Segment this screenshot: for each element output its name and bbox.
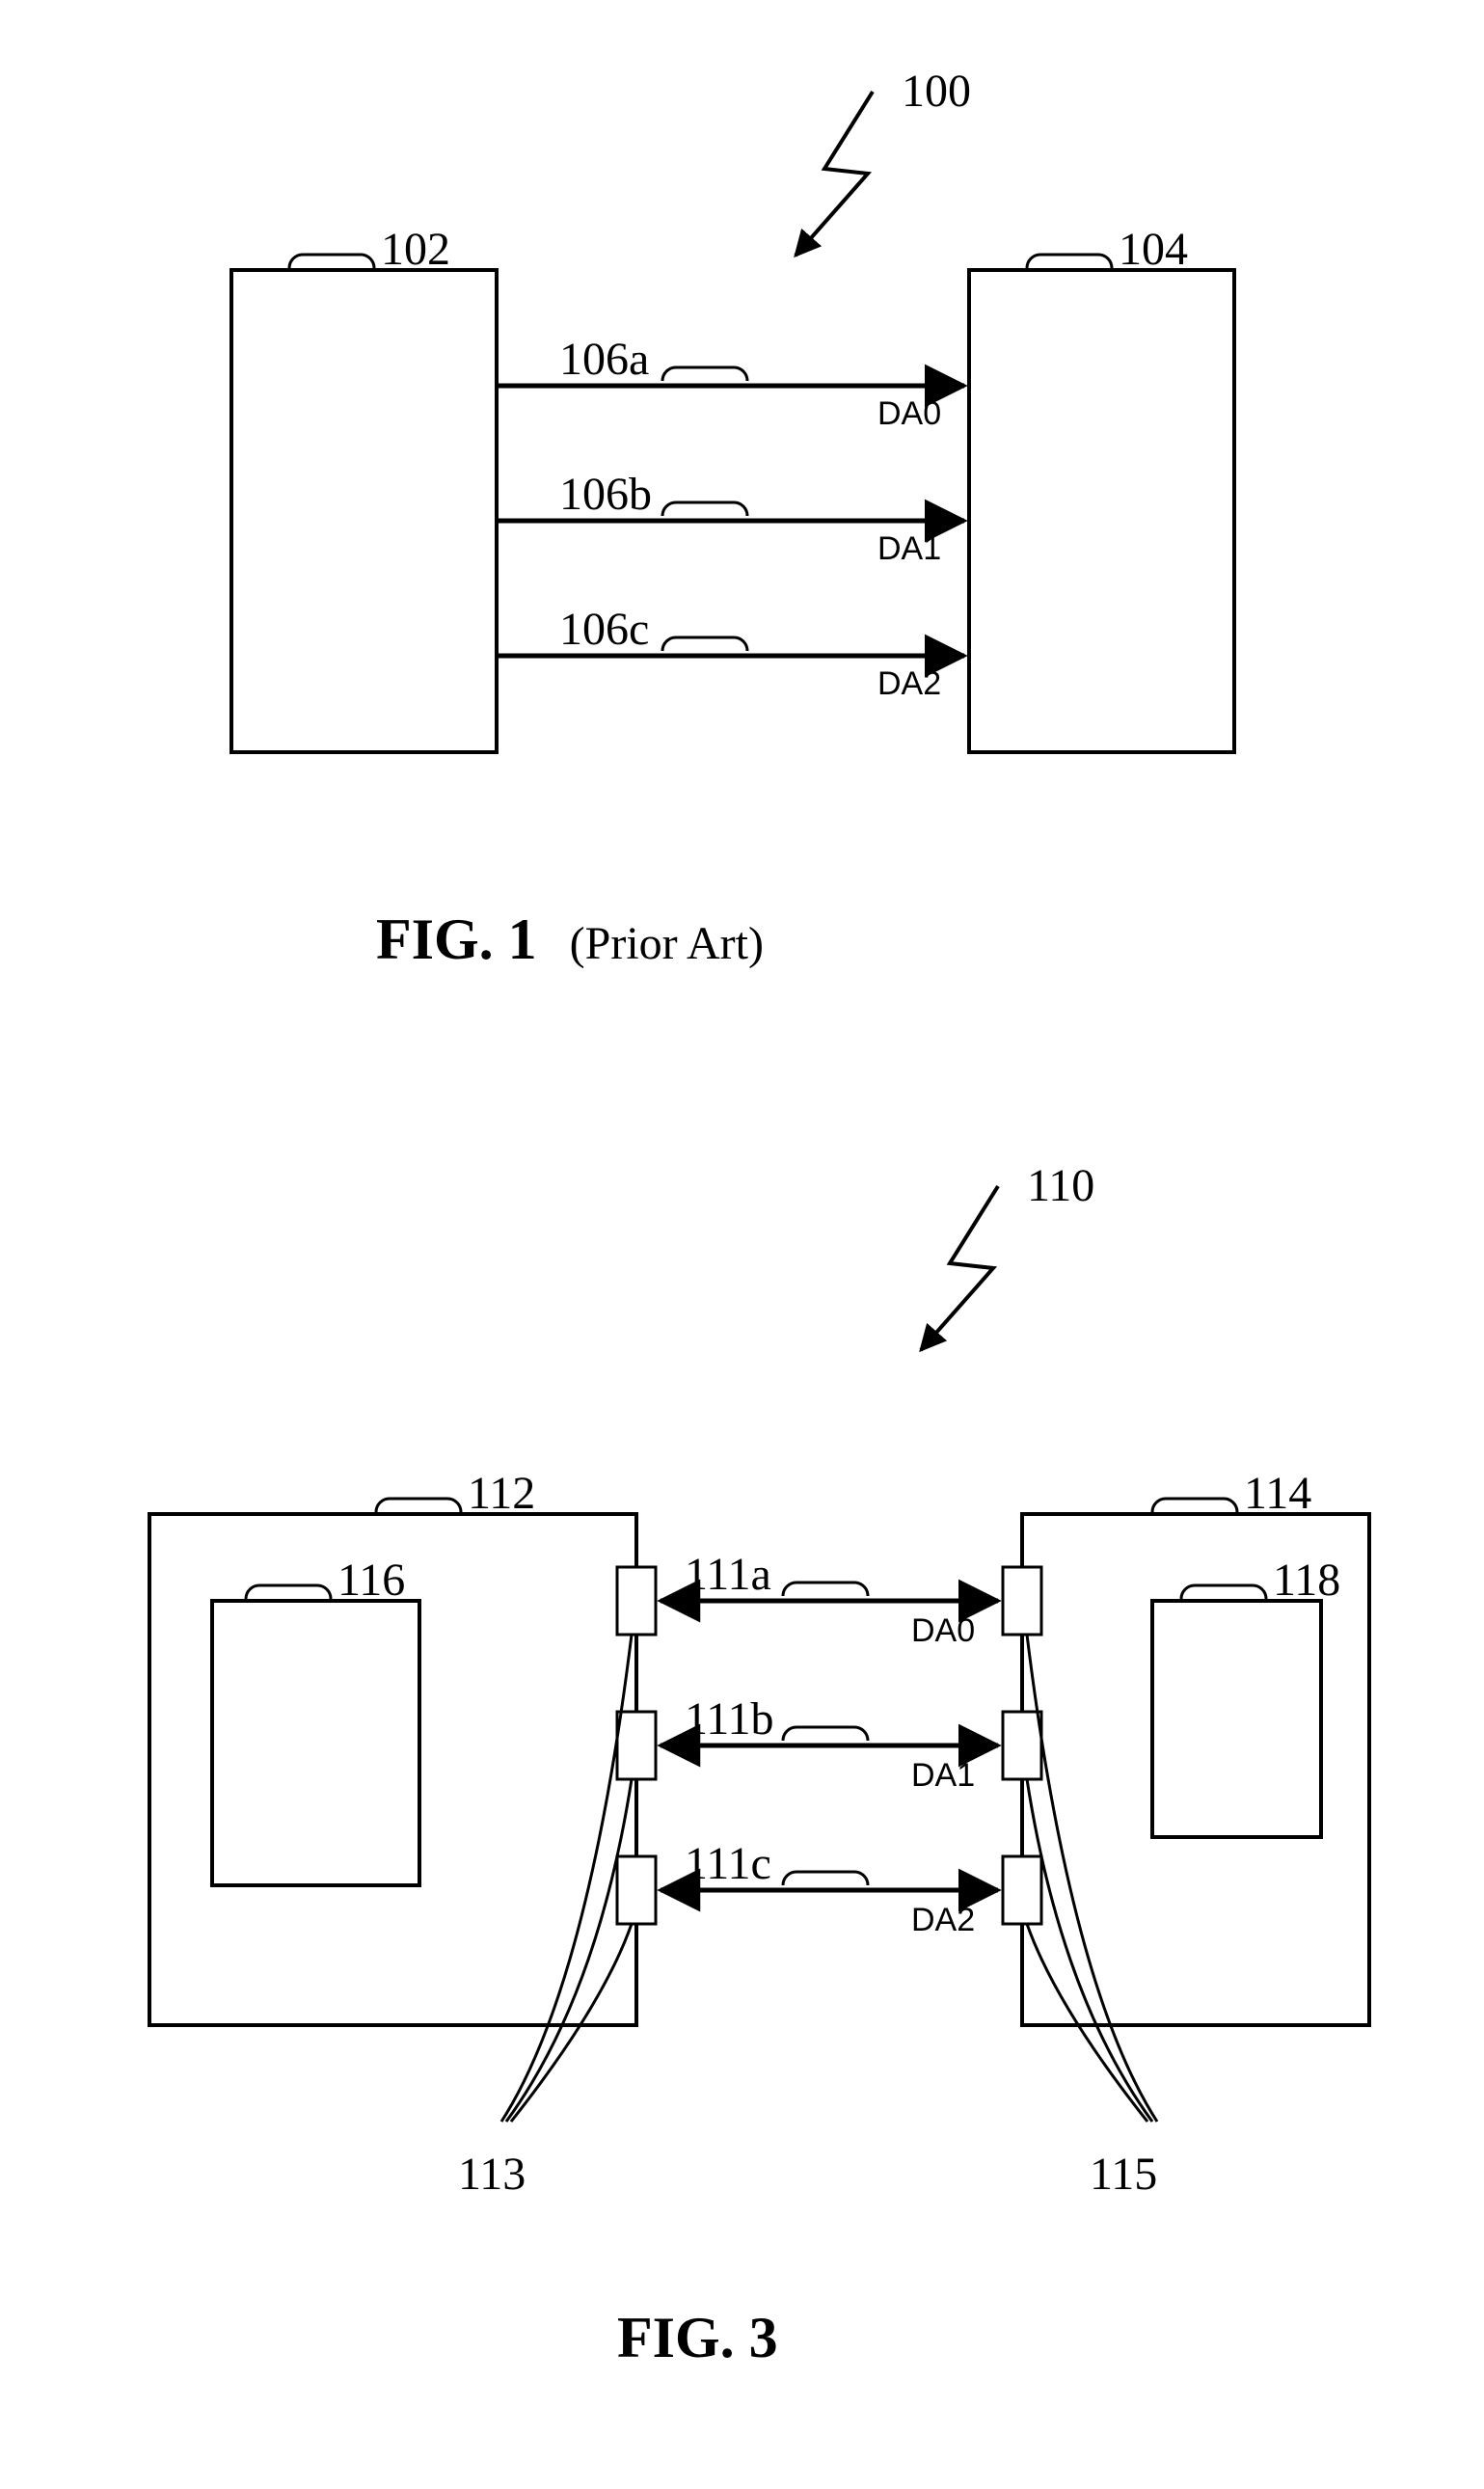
ref-111a: 111a (685, 1549, 771, 1600)
ref-113: 113 (458, 2149, 526, 2200)
signal-da2-fig3: DA2 (911, 1902, 975, 1938)
fig3-right-inner (1152, 1601, 1321, 1837)
port-left-0 (617, 1567, 656, 1635)
ref-106b: 106b (559, 469, 652, 520)
ref-bracket-111a (783, 1583, 868, 1596)
signal-da0-fig3: DA0 (911, 1612, 975, 1649)
fig1-right-box (969, 270, 1234, 752)
ref-118: 118 (1273, 1555, 1340, 1606)
signal-da1-fig3: DA1 (911, 1757, 975, 1794)
ref-112: 112 (468, 1468, 535, 1519)
ref-bracket-106c (662, 637, 747, 651)
ref-100: 100 (902, 66, 971, 117)
signal-da1-fig1: DA1 (877, 530, 941, 567)
fig1-caption-sub: (Prior Art) (570, 918, 764, 969)
fig1-left-box (231, 270, 497, 752)
page-root: 102 104 100 106a DA0 106b DA1 106c DA2 1… (0, 0, 1484, 2489)
port-right-0 (1003, 1567, 1041, 1635)
ref-bracket-114 (1152, 1499, 1237, 1512)
ref-bracket-106a (662, 367, 747, 381)
ref-111b: 111b (685, 1693, 773, 1745)
signal-da0-fig1: DA0 (877, 395, 941, 432)
fig3-zigzag (921, 1186, 998, 1350)
leader-115-b (1027, 1779, 1152, 2122)
fig3-caption: FIG. 3 (617, 2305, 778, 2371)
ref-116: 116 (337, 1555, 405, 1606)
ref-111c: 111c (685, 1838, 771, 1889)
fig3-left-inner (212, 1601, 419, 1885)
ref-bracket-106b (662, 502, 747, 516)
port-left-1 (617, 1712, 656, 1779)
ref-bracket-116 (246, 1585, 331, 1599)
ref-114: 114 (1244, 1468, 1311, 1519)
ref-bracket-118 (1181, 1585, 1266, 1599)
port-right-1 (1003, 1712, 1041, 1779)
port-left-2 (617, 1856, 656, 1924)
ref-104: 104 (1119, 224, 1188, 275)
ref-bracket-102 (289, 255, 374, 268)
ref-bracket-111b (783, 1727, 868, 1741)
ref-bracket-104 (1027, 255, 1112, 268)
leader-113-b (506, 1779, 632, 2122)
ref-102: 102 (381, 224, 450, 275)
signal-da2-fig1: DA2 (877, 665, 941, 702)
ref-bracket-111c (783, 1872, 868, 1885)
ref-110: 110 (1027, 1160, 1094, 1211)
ref-115: 115 (1090, 2149, 1157, 2200)
ref-bracket-112 (376, 1499, 461, 1512)
fig1-zigzag (796, 92, 873, 256)
ref-106c: 106c (559, 604, 649, 655)
fig1-caption-main: FIG. 1 (376, 907, 537, 971)
fig3-caption-main: FIG. 3 (617, 2306, 778, 2369)
diagram-svg: 102 104 100 106a DA0 106b DA1 106c DA2 1… (0, 0, 1484, 2489)
fig1-caption: FIG. 1 (Prior Art) (376, 906, 764, 973)
ref-106a: 106a (559, 334, 649, 385)
port-right-2 (1003, 1856, 1041, 1924)
